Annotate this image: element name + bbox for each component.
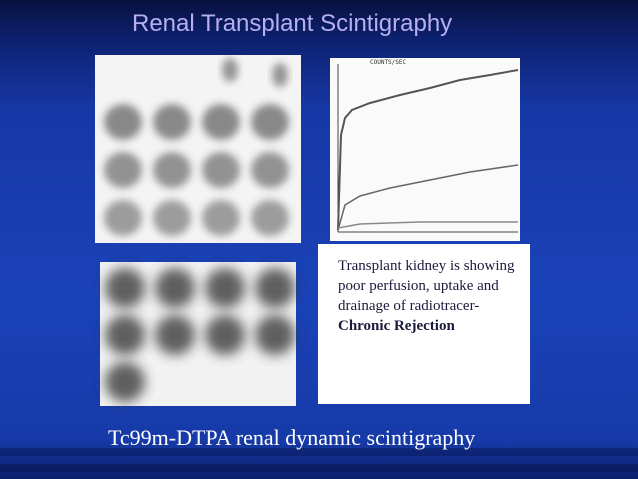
scan-frame xyxy=(251,104,289,140)
scan-frame xyxy=(255,315,295,355)
scan-frame xyxy=(272,63,288,87)
scan-frame xyxy=(104,200,142,236)
renogram: COUNTS/SEC xyxy=(337,59,519,233)
graph-label: COUNTS/SEC xyxy=(370,59,407,66)
scan-frame xyxy=(155,268,195,308)
scan-frame xyxy=(153,200,191,236)
scan-frame xyxy=(153,152,191,188)
scan-frame xyxy=(202,152,240,188)
note-text: Transplant kidney is showing poor perfus… xyxy=(338,258,515,314)
scan-frame xyxy=(202,200,240,236)
scan-frame xyxy=(104,104,142,140)
scan-frame xyxy=(205,315,245,355)
caption: Tc99m-DTPA renal dynamic scintigraphy xyxy=(108,425,476,450)
scan-frame xyxy=(205,268,245,308)
scan-frame xyxy=(255,268,295,308)
scan-frame xyxy=(153,104,191,140)
scan-frames xyxy=(104,58,289,236)
renogram-panel xyxy=(330,58,520,241)
note-box: Transplant kidney is showing poor perfus… xyxy=(318,244,530,404)
scan-frame xyxy=(105,268,145,308)
background-band xyxy=(0,464,638,472)
curve xyxy=(337,69,519,231)
scan-frames xyxy=(105,268,295,402)
slide-title: Renal Transplant Scintigraphy xyxy=(132,10,453,37)
scan-frame xyxy=(251,152,289,188)
curve xyxy=(337,221,518,229)
scan-frame xyxy=(222,58,238,82)
scan-frame xyxy=(105,362,145,402)
scan-frame xyxy=(155,315,195,355)
background-band xyxy=(0,448,638,456)
scan-frame xyxy=(251,200,289,236)
scan-frame xyxy=(202,104,240,140)
scan-frame xyxy=(105,315,145,355)
scan-frame xyxy=(104,152,142,188)
note-emphasis: Chronic Rejection xyxy=(338,318,455,334)
curve xyxy=(337,164,519,231)
